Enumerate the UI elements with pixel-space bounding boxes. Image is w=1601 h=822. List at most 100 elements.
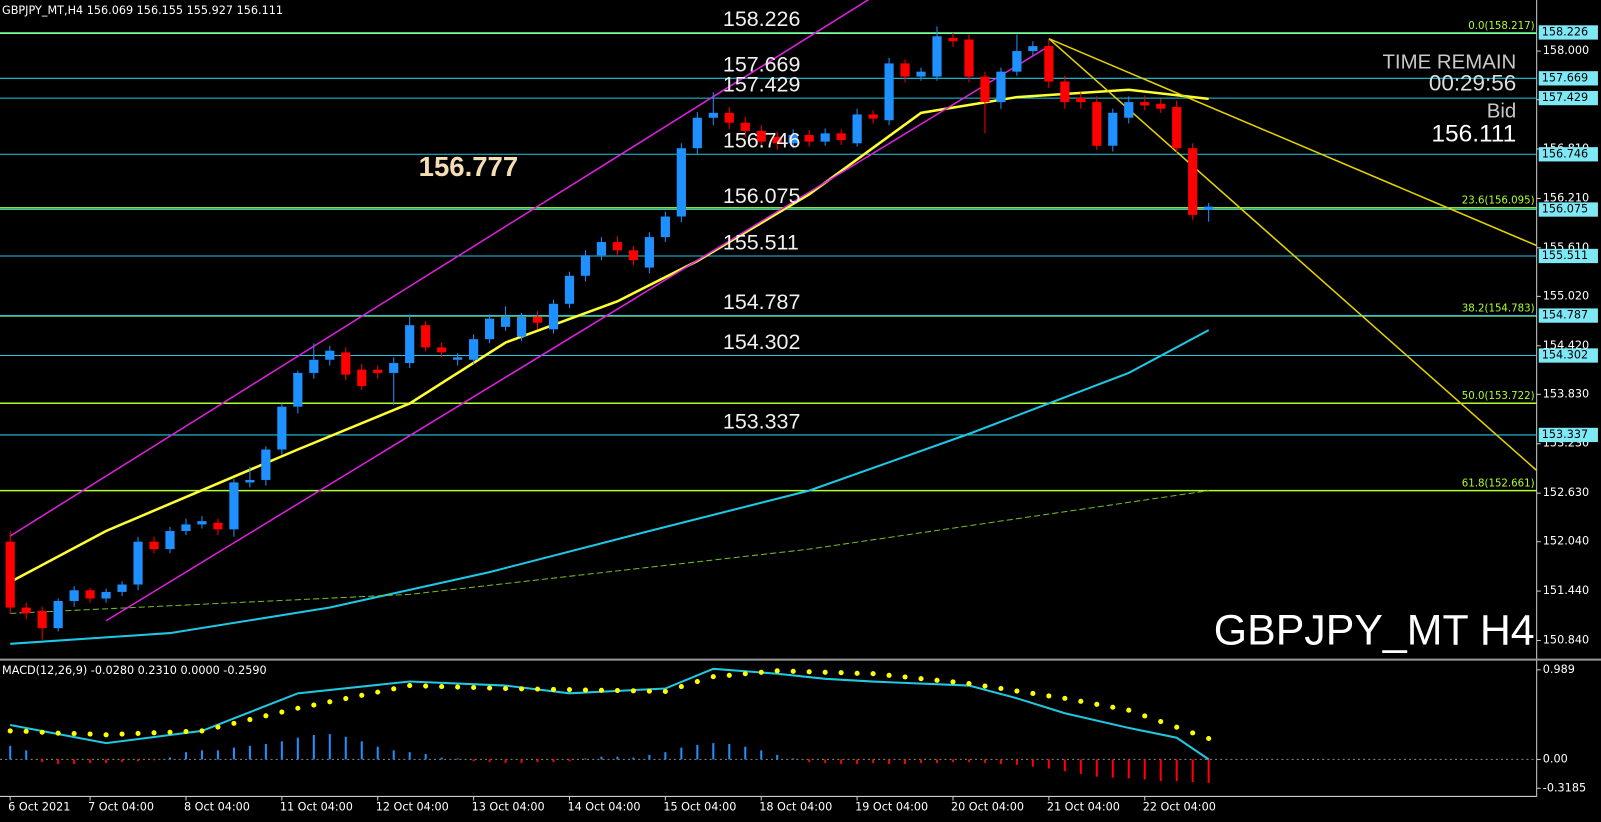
y-tick-label: 151.440 — [1543, 584, 1589, 597]
macd-signal-dot — [1126, 707, 1132, 713]
candle-body — [5, 541, 15, 608]
macd-signal-dot — [247, 717, 253, 723]
macd-signal-dot — [1206, 735, 1212, 742]
macd-histogram-bar — [184, 752, 188, 760]
macd-histogram-bar — [392, 750, 395, 760]
macd-histogram-bar — [1047, 759, 1050, 769]
fib-label: 0.0(158.217) — [1468, 21, 1534, 32]
y-tick-label: 158.000 — [1543, 44, 1589, 57]
candle-body — [37, 610, 47, 629]
macd-histogram-bar — [153, 759, 156, 761]
macd-histogram-bar — [552, 759, 555, 763]
macd-histogram-bar — [1207, 759, 1210, 783]
macd-signal-dot — [1014, 688, 1020, 694]
indicator-line — [1048, 38, 1537, 247]
macd-histogram-bar — [25, 750, 28, 760]
candle-body — [213, 522, 223, 530]
macd-histogram-bar — [951, 759, 955, 763]
x-tick-label: 20 Oct 04:00 — [951, 801, 1024, 814]
candle-body — [85, 590, 95, 599]
macd-histogram-bar — [808, 759, 811, 763]
candle-body — [453, 357, 463, 360]
candle-body — [117, 584, 127, 592]
candle-body — [165, 531, 175, 550]
macd-histogram-bar — [296, 737, 299, 760]
candle-body — [1060, 81, 1070, 103]
macd-histogram-bar — [105, 759, 108, 764]
candle-body — [676, 148, 686, 217]
candle-body — [389, 363, 399, 373]
macd-histogram-bar — [999, 759, 1002, 764]
macd-histogram-bar — [584, 758, 587, 760]
macd-histogram-bar — [1111, 759, 1114, 778]
macd-signal-dot — [982, 683, 988, 689]
macd-signal-dot — [183, 728, 189, 735]
macd-signal-dot — [1046, 693, 1052, 699]
macd-histogram-bar — [728, 744, 731, 760]
macd-signal-dot — [950, 679, 956, 685]
candle-body — [852, 114, 862, 144]
level-text: 154.302 — [723, 330, 801, 354]
level-tag-label: 158.226 — [1542, 25, 1588, 38]
candle-body — [756, 130, 766, 142]
macd-histogram-bar — [760, 750, 763, 760]
x-tick-label: 13 Oct 04:00 — [472, 801, 545, 814]
candle-body — [1076, 97, 1086, 103]
macd-histogram-bar — [328, 734, 331, 760]
level-tag — [1538, 427, 1598, 443]
candle-body — [1172, 107, 1182, 149]
macd-histogram-bar — [200, 750, 203, 760]
macd-histogram-bar — [1031, 759, 1034, 767]
macd-histogram-bar — [408, 752, 411, 760]
candle-body — [53, 600, 63, 629]
macd-histogram-bar — [856, 759, 859, 764]
macd-signal-dot — [566, 687, 573, 693]
macd-histogram-bar — [792, 758, 795, 760]
x-tick-label: 18 Oct 04:00 — [759, 801, 832, 814]
chart-header: GBPJPY_MT,H4 156.069 156.155 155.927 156… — [2, 4, 283, 17]
candle-body — [804, 135, 814, 142]
macd-signal-dot — [518, 686, 525, 692]
indicator-line — [9, 0, 870, 537]
candle-body — [548, 303, 559, 330]
level-tag-label: 155.511 — [1542, 249, 1588, 262]
macd-signal-dot — [407, 683, 413, 689]
y-tick-label: 150.840 — [1543, 633, 1589, 646]
macd-signal-dot — [966, 681, 972, 687]
candle-body — [532, 316, 543, 323]
macd-signal-dot — [806, 669, 812, 675]
level-text: 156.075 — [723, 184, 801, 208]
macd-signal-dot — [886, 672, 892, 678]
macd-signal-dot — [215, 724, 221, 730]
macd-signal-dot — [854, 670, 860, 676]
x-tick-label: 7 Oct 04:00 — [88, 801, 154, 814]
candle-body — [884, 63, 894, 121]
candle-body — [660, 216, 670, 238]
macd-histogram-bar — [568, 759, 571, 762]
candle-body — [357, 369, 367, 387]
candle-body — [500, 316, 511, 327]
candle-body — [69, 590, 79, 601]
macd-histogram-bar — [1191, 759, 1194, 783]
level-tag — [1538, 71, 1598, 86]
macd-histogram-bar — [935, 759, 939, 764]
x-tick-label: 14 Oct 04:00 — [567, 801, 640, 814]
candle-body — [788, 135, 798, 144]
y-tick-label: -0.3185 — [1543, 781, 1586, 794]
macd-histogram-bar — [1143, 759, 1146, 780]
macd-histogram-bar — [232, 747, 235, 760]
price-annotation: 156.777 — [419, 151, 519, 182]
macd-histogram-bar — [1127, 759, 1130, 779]
candle-body — [1156, 103, 1166, 109]
macd-histogram-bar — [712, 743, 715, 760]
level-text: 157.429 — [723, 72, 801, 96]
macd-signal-dot — [726, 672, 732, 678]
y-tick-label: 152.630 — [1543, 486, 1589, 499]
level-tag-label: 157.429 — [1542, 91, 1588, 104]
macd-histogram-bar — [121, 759, 124, 763]
macd-signal-dot — [918, 676, 924, 682]
macd-histogram-bar — [504, 759, 507, 764]
macd-signal-dot — [71, 731, 77, 737]
indicator-line — [10, 490, 1209, 614]
